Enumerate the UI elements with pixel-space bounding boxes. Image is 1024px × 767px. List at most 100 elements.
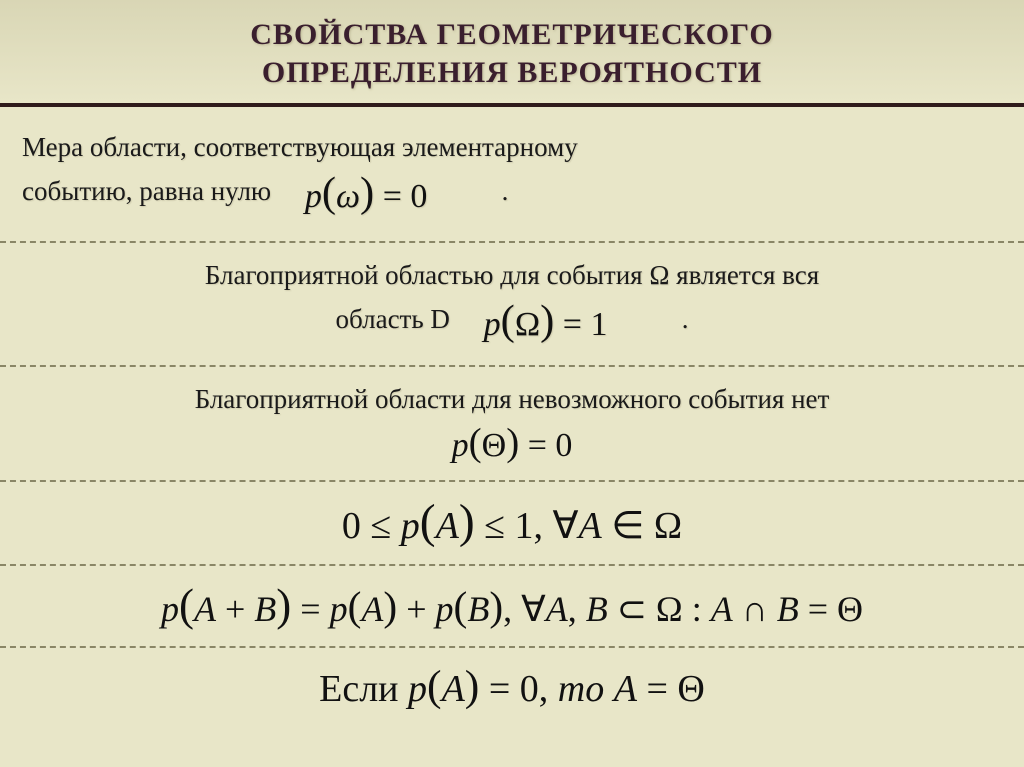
prop2-period: . (682, 304, 689, 334)
formula-B: B (467, 589, 489, 629)
lparen-icon: ( (420, 496, 436, 548)
prop6-formula: Если p(A) = 0, то A = Θ (319, 668, 705, 710)
prop1-period: . (502, 176, 509, 206)
title-bar: СВОЙСТВА ГЕОМЕТРИЧЕСКОГО ОПРЕДЕЛЕНИЯ ВЕР… (0, 0, 1024, 107)
colon-icon: : (683, 589, 711, 629)
formula-zero: 0 (520, 668, 539, 710)
formula-zero: 0 (410, 178, 427, 215)
lparen-icon: ( (469, 421, 482, 464)
property-2: Благоприятной областью для события Ω явл… (0, 243, 1024, 367)
formula-Theta: Θ (482, 427, 507, 464)
subset-icon: ⊂ (608, 589, 656, 629)
formula-p: p (330, 589, 348, 629)
formula-A: A (711, 589, 733, 629)
formula-Theta: Θ (677, 668, 704, 710)
formula-comma: , (539, 668, 558, 710)
formula-A: A (579, 505, 602, 547)
formula-eq: = (519, 427, 555, 464)
formula-A: A (614, 668, 637, 710)
formula-eq: = (554, 306, 590, 343)
formula-A: A (546, 589, 568, 629)
rparen-icon: ) (360, 169, 374, 216)
property-5: p(A + B) = p(A) + p(B), ∀A, B ⊂ Ω : A ∩ … (0, 566, 1024, 648)
formula-comma: , (503, 589, 521, 629)
formula-one: 1 (590, 306, 607, 343)
eq-icon: = (291, 589, 329, 629)
rparen-icon: ) (459, 496, 475, 548)
formula-one: 1 (515, 505, 534, 547)
slide: СВОЙСТВА ГЕОМЕТРИЧЕСКОГО ОПРЕДЕЛЕНИЯ ВЕР… (0, 0, 1024, 767)
title-line-2: ОПРЕДЕЛЕНИЯ ВЕРОЯТНОСТИ (262, 56, 762, 89)
in-icon: ∈ (602, 505, 654, 547)
cap-icon: ∩ (733, 589, 777, 629)
prop3-text-line1: Благоприятной области для невозможного с… (22, 381, 1002, 417)
formula-B: B (777, 589, 799, 629)
formula-p: p (401, 505, 420, 547)
formula-p: p (484, 306, 501, 343)
slide-title: СВОЙСТВА ГЕОМЕТРИЧЕСКОГО ОПРЕДЕЛЕНИЯ ВЕР… (20, 16, 1004, 91)
content: Мера области, соответствующая элементарн… (0, 107, 1024, 726)
eq-icon: = (799, 589, 837, 629)
formula-A: A (442, 668, 465, 710)
formula-Omega: Ω (654, 505, 682, 547)
title-line-1: СВОЙСТВА ГЕОМЕТРИЧЕСКОГО (250, 18, 773, 51)
formula-eq: = (374, 178, 410, 215)
rparen-icon: ) (383, 583, 397, 629)
formula-comma: , (534, 505, 553, 547)
formula-omega: ω (336, 178, 360, 215)
lparen-icon: ( (348, 583, 362, 629)
prop2-text-line1: Благоприятной областью для события Ω явл… (22, 257, 1002, 293)
formula-A: A (194, 589, 216, 629)
lparen-icon: ( (179, 580, 194, 630)
le-icon: ≤ (475, 505, 515, 547)
prop2-formula: p(Ω) = 1 (484, 293, 608, 350)
property-6: Если p(A) = 0, то A = Θ (0, 648, 1024, 726)
formula-comma: , (568, 589, 586, 629)
formula-A: A (361, 589, 383, 629)
rparen-icon: ) (506, 421, 519, 464)
le-icon: ≤ (361, 505, 401, 547)
formula-Theta: Θ (837, 589, 863, 629)
formula-p: p (408, 668, 427, 710)
formula-zero: 0 (555, 427, 572, 464)
rparen-icon: ) (489, 583, 503, 629)
formula-p: p (436, 589, 454, 629)
prop5-formula: p(A + B) = p(A) + p(B), ∀A, B ⊂ Ω : A ∩ … (161, 589, 863, 629)
prop1-text-line2: событию, равна нулю p(ω) = 0 . (22, 165, 1002, 222)
prop1-formula: p(ω) = 0 (305, 165, 428, 222)
property-4: 0 ≤ p(A) ≤ 1, ∀A ∈ Ω (0, 482, 1024, 566)
forall-icon: ∀ (521, 589, 546, 629)
lparen-icon: ( (454, 583, 468, 629)
formula-B: B (254, 589, 276, 629)
prop3-formula: p(Θ) = 0 (452, 427, 573, 464)
prop2-text-line2: область D p(Ω) = 1 . (22, 293, 1002, 350)
forall-icon: ∀ (553, 505, 579, 547)
property-3: Благоприятной области для невозможного с… (0, 367, 1024, 482)
formula-Omega: Ω (515, 306, 540, 343)
prop1-text-line1: Мера области, соответствующая элементарн… (22, 129, 1002, 165)
rparen-icon: ) (276, 580, 291, 630)
prop1-prefix: событию, равна нулю (22, 176, 271, 206)
prop4-formula: 0 ≤ p(A) ≤ 1, ∀A ∈ Ω (342, 505, 682, 547)
eq-icon: = (637, 668, 677, 710)
formula-A: A (436, 505, 459, 547)
lparen-icon: ( (501, 297, 515, 344)
lparen-icon: ( (427, 662, 442, 710)
plus-icon: + (397, 589, 435, 629)
formula-p: p (305, 178, 322, 215)
rparen-icon: ) (540, 297, 554, 344)
prop3-formula-row: p(Θ) = 0 (22, 421, 1002, 466)
formula-zero: 0 (342, 505, 361, 547)
property-1: Мера области, соответствующая элементарн… (0, 107, 1024, 243)
to-text: то (558, 668, 614, 710)
formula-p: p (452, 427, 469, 464)
plus-icon: + (216, 589, 254, 629)
formula-B: B (586, 589, 608, 629)
if-text: Если (319, 668, 408, 710)
formula-p: p (161, 589, 179, 629)
lparen-icon: ( (322, 169, 336, 216)
eq-icon: = (479, 668, 519, 710)
rparen-icon: ) (465, 662, 480, 710)
prop2-prefix: область D (336, 304, 450, 334)
formula-Omega: Ω (656, 589, 683, 629)
